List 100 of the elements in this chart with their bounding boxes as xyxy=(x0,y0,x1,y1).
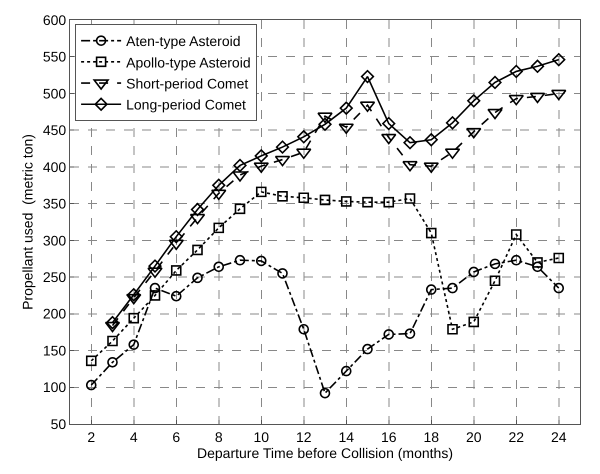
point xyxy=(212,178,226,192)
x-tick-label: 16 xyxy=(380,428,397,445)
point xyxy=(213,222,224,234)
point xyxy=(466,128,482,138)
point xyxy=(277,268,288,279)
point xyxy=(106,316,120,330)
y-tick-label: 150 xyxy=(42,342,66,358)
point xyxy=(426,284,437,295)
legend-label: Aten-type Asteroid xyxy=(126,33,241,50)
point xyxy=(360,70,374,84)
point xyxy=(320,194,330,206)
point xyxy=(192,244,203,256)
point xyxy=(510,64,523,78)
y-axis-title: Propellant used (metric ton) xyxy=(19,134,36,310)
point xyxy=(190,202,204,216)
x-tick-label: 24 xyxy=(550,428,567,445)
point xyxy=(510,229,522,240)
point xyxy=(320,388,330,398)
x-tick-label: 18 xyxy=(423,428,440,445)
point xyxy=(296,148,312,160)
y-tick-label: 500 xyxy=(42,85,66,102)
point xyxy=(277,190,288,202)
point xyxy=(233,158,247,172)
y-tick-label: 600 xyxy=(42,12,66,28)
point xyxy=(402,160,418,172)
x-axis-title: Departure Time before Collision (months) xyxy=(197,445,453,462)
point xyxy=(234,203,246,214)
point xyxy=(147,267,163,278)
point xyxy=(404,193,416,204)
point xyxy=(468,266,480,278)
point xyxy=(532,257,543,268)
point xyxy=(86,380,97,390)
point xyxy=(298,324,310,335)
y-tick-label: 450 xyxy=(42,122,66,138)
point xyxy=(426,228,437,238)
point xyxy=(128,312,140,324)
point xyxy=(490,275,500,286)
point xyxy=(340,102,353,115)
point xyxy=(446,116,460,130)
y-tick-label: 400 xyxy=(42,158,66,175)
legend-label: Apollo-type Asteroid xyxy=(126,54,251,70)
point xyxy=(424,133,438,146)
x-tick-label: 8 xyxy=(214,428,223,445)
point xyxy=(276,140,290,154)
point xyxy=(340,366,352,376)
point xyxy=(234,254,246,266)
point xyxy=(192,272,203,284)
point xyxy=(553,252,564,264)
point xyxy=(508,94,524,106)
point xyxy=(404,328,416,339)
legend-label: Short-period Comet xyxy=(126,76,248,92)
point xyxy=(447,282,458,294)
point xyxy=(256,256,267,266)
x-tick-label: 14 xyxy=(338,428,354,445)
x-tick-label: 20 xyxy=(466,428,482,445)
y-tick-label: 350 xyxy=(42,196,66,212)
point xyxy=(150,290,160,301)
point xyxy=(298,192,310,204)
x-tick-label: 2 xyxy=(87,428,96,445)
point xyxy=(170,265,182,276)
point xyxy=(340,196,352,207)
x-tick-label: 4 xyxy=(130,428,138,445)
point xyxy=(532,262,543,272)
point xyxy=(447,324,458,335)
point xyxy=(552,53,566,66)
point xyxy=(170,230,183,244)
point xyxy=(381,134,396,144)
point xyxy=(403,136,417,150)
point xyxy=(86,356,97,366)
point xyxy=(254,149,268,163)
x-tick-label: 6 xyxy=(172,428,180,445)
x-tick-label: 10 xyxy=(253,428,270,445)
x-tick-label: 12 xyxy=(296,428,312,445)
point xyxy=(148,259,162,273)
point xyxy=(150,282,160,294)
y-tick-label: 300 xyxy=(42,232,66,248)
point xyxy=(318,118,332,131)
point xyxy=(468,316,480,328)
point xyxy=(383,196,394,208)
point xyxy=(168,240,184,250)
point xyxy=(127,288,140,302)
point xyxy=(383,329,394,340)
point xyxy=(254,162,269,173)
point xyxy=(510,254,522,266)
point xyxy=(362,344,373,354)
point xyxy=(444,148,460,160)
y-tick-label: 50 xyxy=(50,416,66,432)
point xyxy=(317,112,333,124)
point xyxy=(128,339,140,350)
point xyxy=(107,357,118,368)
point xyxy=(126,294,142,304)
y-tick-label: 550 xyxy=(42,48,66,65)
point xyxy=(211,190,226,200)
x-tick-label: 22 xyxy=(508,428,524,445)
legend-label: Long-period Comet xyxy=(126,96,246,113)
point xyxy=(297,130,310,144)
y-tick-label: 100 xyxy=(42,379,66,396)
point xyxy=(107,336,118,346)
point xyxy=(467,94,480,108)
point xyxy=(488,76,502,90)
